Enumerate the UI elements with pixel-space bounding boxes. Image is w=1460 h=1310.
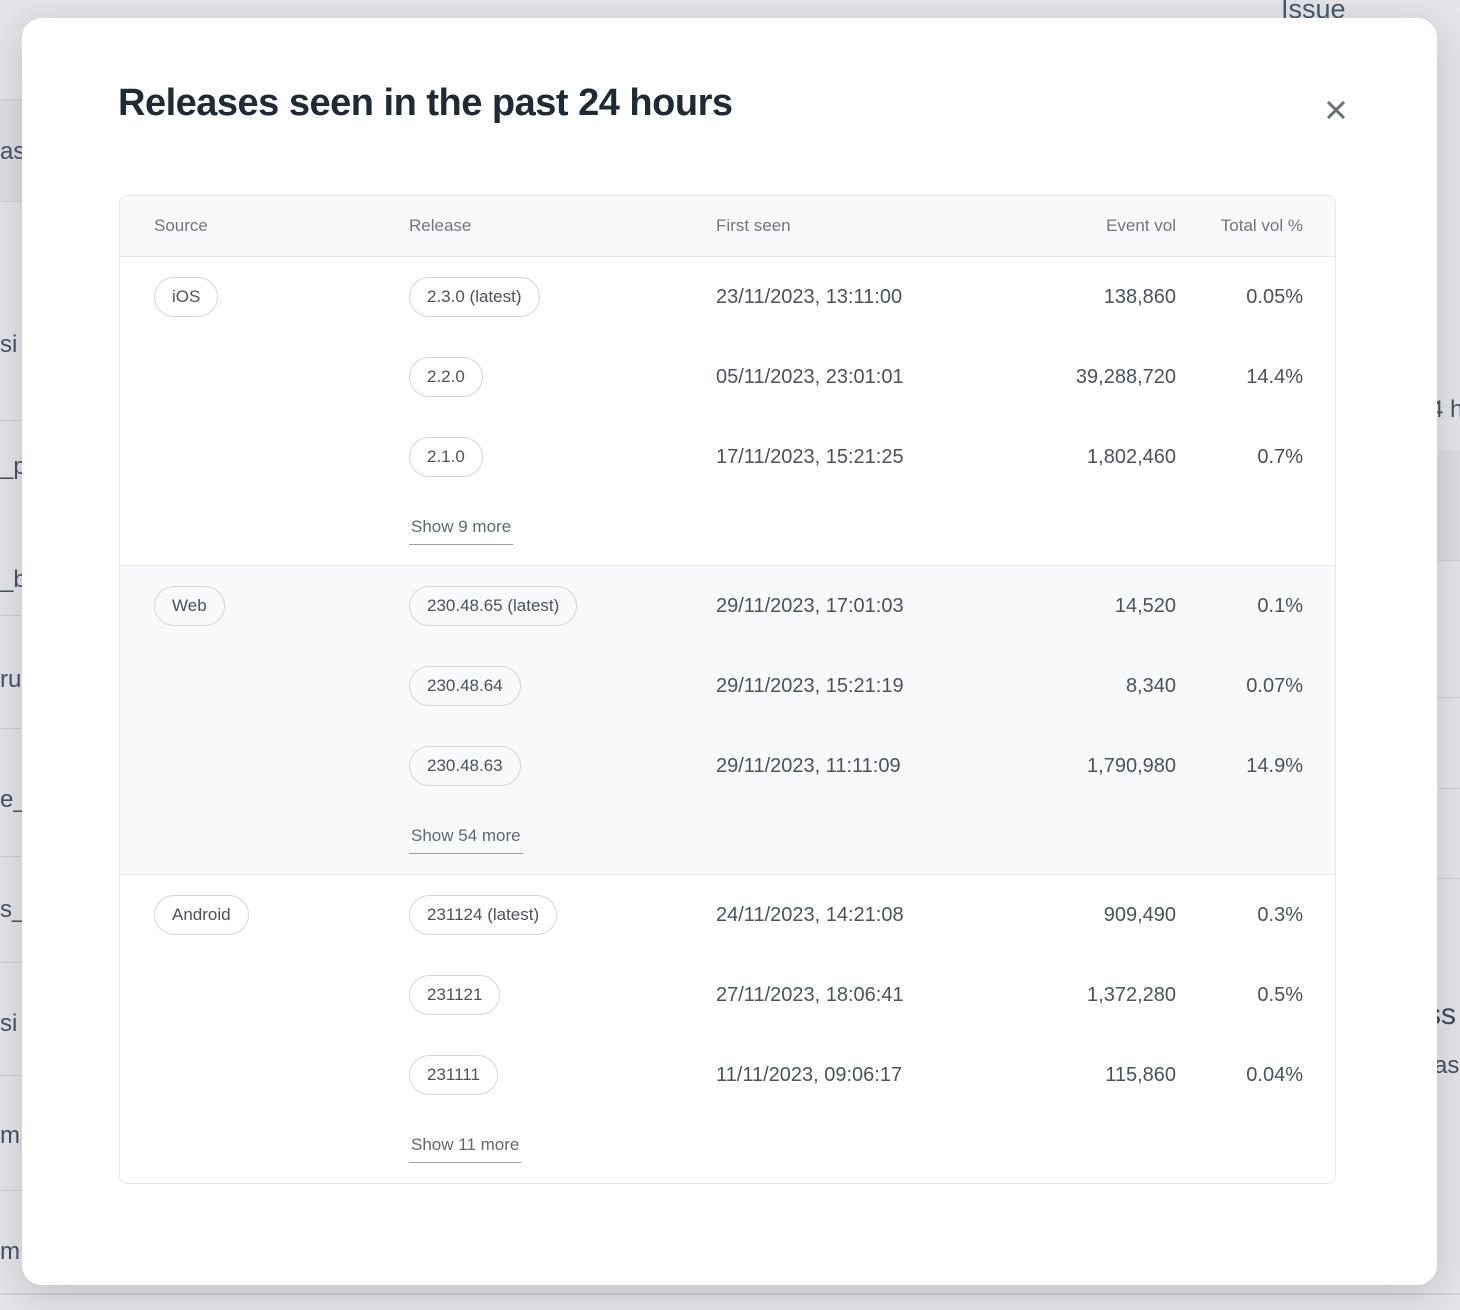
background-divider <box>0 99 22 100</box>
release-badge: 231111 <box>409 1054 498 1096</box>
release-badge: 2.3.0 (latest) <box>409 276 540 318</box>
first-seen-value: 29/11/2023, 17:01:03 <box>716 594 904 617</box>
modal-title: Releases seen in the past 24 hours <box>118 82 733 124</box>
first-seen-value: 23/11/2023, 13:11:00 <box>716 285 903 308</box>
release-badge: 230.48.63 <box>409 745 521 787</box>
background-divider <box>0 615 22 616</box>
source-badge: Android <box>154 894 249 936</box>
total-vol-value: 0.07% <box>1246 674 1303 697</box>
release-badge: 2.1.0 <box>409 436 483 478</box>
column-header-source: Source <box>154 216 208 235</box>
background-divider <box>0 962 22 963</box>
background-row-band <box>0 100 22 201</box>
column-header-total-vol: Total vol % <box>1220 216 1303 235</box>
event-vol-value: 138,860 <box>1103 285 1176 308</box>
background-text-fragment: si <box>0 1010 18 1037</box>
background-divider <box>0 1190 22 1191</box>
background-divider <box>0 728 22 729</box>
first-seen-value: 17/11/2023, 15:21:25 <box>716 445 904 468</box>
source-badge: Web <box>154 585 225 627</box>
event-vol-value: 1,802,460 <box>1087 445 1176 468</box>
release-badge: 230.48.64 <box>409 665 521 707</box>
total-vol-value: 0.3% <box>1257 903 1303 926</box>
column-header-release: Release <box>409 216 472 235</box>
background-divider <box>1437 878 1460 879</box>
background-divider <box>0 420 22 421</box>
column-header-event-vol: Event vol <box>1106 216 1176 235</box>
first-seen-value: 11/11/2023, 09:06:17 <box>716 1063 903 1086</box>
source-group-android: Android 231124 (latest) 24/11/2023, 14:2… <box>120 875 1335 1183</box>
background-divider <box>0 1293 1460 1295</box>
event-vol-value: 39,288,720 <box>1075 365 1176 388</box>
first-seen-value: 05/11/2023, 23:01:01 <box>716 365 904 388</box>
source-badge: iOS <box>154 276 219 318</box>
background-text-fragment: ru <box>0 666 22 693</box>
background-divider <box>1437 788 1460 789</box>
background-text-fragment: as <box>0 138 26 165</box>
source-group-web: Web 230.48.65 (latest) 29/11/2023, 17:01… <box>120 566 1335 875</box>
first-seen-value: 27/11/2023, 18:06:41 <box>716 983 904 1006</box>
total-vol-value: 14.9% <box>1246 754 1303 777</box>
show-more-button[interactable]: Show 11 more <box>409 1135 522 1164</box>
background-divider <box>0 856 22 857</box>
table-header-row: Source Release First seen Event vol Tota… <box>120 196 1335 257</box>
background-divider <box>0 201 22 202</box>
release-badge: 2.2.0 <box>409 356 483 398</box>
first-seen-value: 24/11/2023, 14:21:08 <box>716 903 904 926</box>
event-vol-value: 115,860 <box>1105 1063 1176 1086</box>
total-vol-value: 0.7% <box>1257 445 1303 468</box>
show-more-button[interactable]: Show 9 more <box>409 517 514 546</box>
event-vol-value: 14,520 <box>1114 594 1176 617</box>
release-badge: 231121 <box>409 974 501 1016</box>
total-vol-value: 0.05% <box>1246 285 1303 308</box>
event-vol-value: 8,340 <box>1125 674 1176 697</box>
close-button[interactable] <box>1318 92 1354 128</box>
total-vol-value: 14.4% <box>1246 365 1303 388</box>
event-vol-value: 909,490 <box>1103 903 1176 926</box>
release-badge: 231124 (latest) <box>409 894 558 936</box>
background-text-fragment: m <box>0 1238 20 1265</box>
close-icon <box>1322 96 1350 124</box>
background-divider <box>0 1075 22 1076</box>
background-text-fragment: m <box>0 1122 20 1149</box>
releases-modal: Releases seen in the past 24 hours Sourc… <box>22 18 1437 1285</box>
background-text-fragment: as <box>1434 1052 1460 1079</box>
column-header-first-seen: First seen <box>716 216 791 235</box>
first-seen-value: 29/11/2023, 15:21:19 <box>716 674 904 697</box>
event-vol-value: 1,372,280 <box>1087 983 1176 1006</box>
total-vol-value: 0.04% <box>1246 1063 1303 1086</box>
releases-table: Source Release First seen Event vol Tota… <box>119 195 1336 1184</box>
release-badge: 230.48.65 (latest) <box>409 585 578 627</box>
background-row-band <box>1437 450 1460 560</box>
background-text-fragment: si <box>0 331 18 358</box>
total-vol-value: 0.1% <box>1257 594 1303 617</box>
event-vol-value: 1,790,980 <box>1087 754 1176 777</box>
total-vol-value: 0.5% <box>1257 983 1303 1006</box>
first-seen-value: 29/11/2023, 11:11:09 <box>716 754 901 777</box>
source-group-ios: iOS 2.3.0 (latest) 23/11/2023, 13:11:00 … <box>120 257 1335 566</box>
background-divider <box>1437 697 1460 698</box>
background-divider <box>1437 560 1460 561</box>
show-more-button[interactable]: Show 54 more <box>409 826 523 855</box>
